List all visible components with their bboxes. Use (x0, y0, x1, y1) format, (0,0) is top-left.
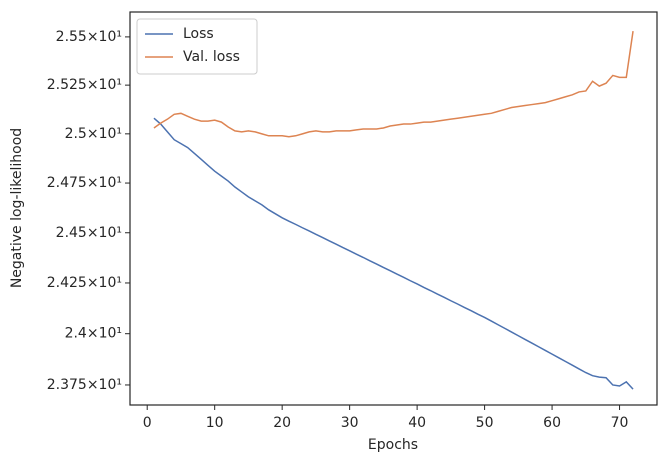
y-tick-label: 2.45×10¹ (56, 225, 122, 241)
y-axis-label: Negative log-likelihood (9, 128, 25, 288)
y-tick-label: 2.525×10¹ (47, 77, 122, 93)
y-tick-label: 2.5×10¹ (65, 126, 122, 142)
y-tick-label: 2.425×10¹ (47, 275, 122, 291)
plot-frame (129, 11, 658, 406)
x-tick-label: 10 (206, 415, 224, 431)
legend-label: Loss (183, 26, 214, 42)
x-tick-label: 70 (611, 415, 629, 431)
x-tick-label: 60 (543, 415, 561, 431)
y-tick-label: 2.4×10¹ (65, 326, 122, 342)
x-tick-label: 30 (341, 415, 359, 431)
legend-box (136, 18, 258, 75)
y-tick-label: 2.375×10¹ (47, 377, 122, 393)
x-axis-label: Epochs (368, 437, 418, 453)
line (153, 117, 634, 390)
x-tick-label: 20 (273, 415, 291, 431)
legend-label: Val. loss (183, 49, 240, 65)
x-tick-label: 40 (408, 415, 426, 431)
line (153, 31, 634, 138)
x-tick-label: 0 (143, 415, 152, 431)
y-tick-label: 2.475×10¹ (47, 175, 122, 191)
y-tick-label: 2.55×10¹ (56, 29, 122, 45)
x-tick-label: 50 (476, 415, 494, 431)
